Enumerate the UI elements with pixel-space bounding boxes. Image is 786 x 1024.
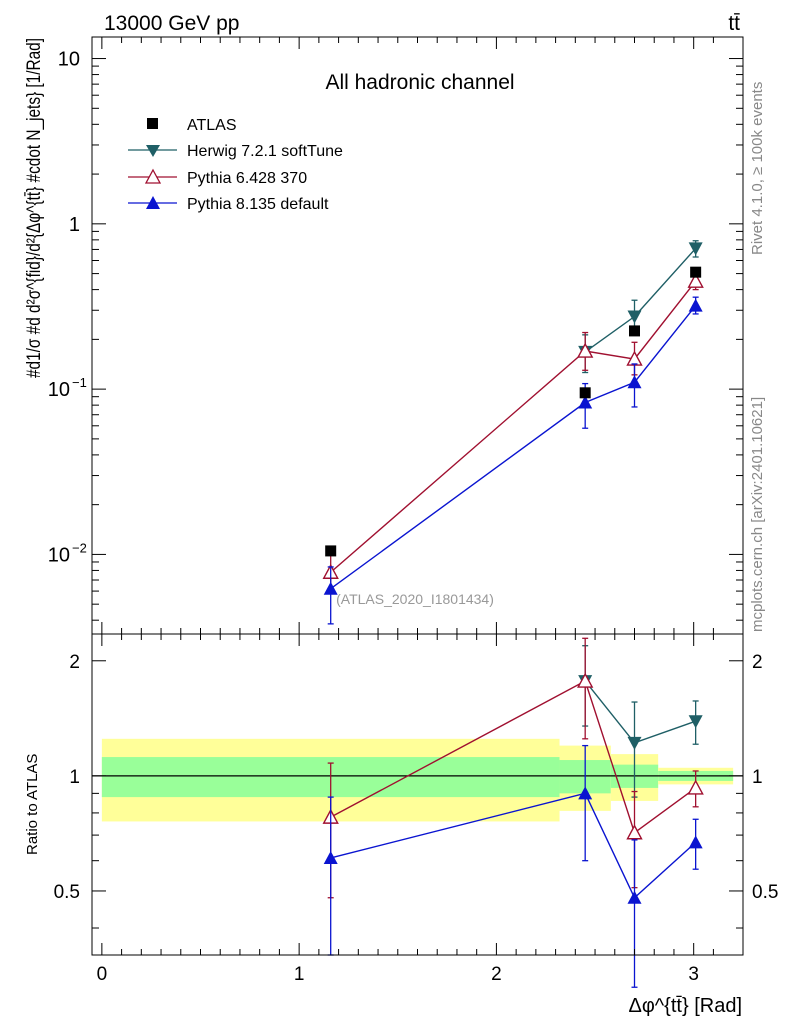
legend: ATLAS Herwig 7.2.1 softTune Pythia 6.428… xyxy=(128,117,343,213)
y-axis-title-text: #d1/σ #d d²σ^{fid}/d²{Δφ^{tt̄} #cdot N_j… xyxy=(24,38,45,378)
rivet-label: Rivet 4.1.0, ≥ 100k events xyxy=(749,82,766,255)
x-tick-label-3: 3 xyxy=(688,964,699,985)
mcplots-label: mcplots.cern.ch [arXiv:2401.10621] xyxy=(749,397,766,632)
main-point-1-3 xyxy=(687,272,704,288)
x-tick-label-1: 1 xyxy=(294,964,305,985)
main-point-0-3 xyxy=(688,242,703,256)
y-tick-label-main-1: 1 xyxy=(69,214,80,236)
data-point-0 xyxy=(325,545,337,557)
ratio-point-0-3 xyxy=(688,715,703,729)
ratio-point-1-1 xyxy=(577,672,594,688)
analysis-label: (ATLAS_2020_I1801434) xyxy=(336,591,494,607)
ratio-point-0-2 xyxy=(627,736,642,750)
y-tick-label-main-0: 10 xyxy=(58,49,80,71)
main-point-2-1 xyxy=(578,395,593,409)
data-point-2 xyxy=(629,325,640,337)
x-axis-title: Δφ^{tt̄} [Rad] xyxy=(628,995,742,1017)
ratio-point-2-0 xyxy=(323,850,338,864)
y-tick-label-ratio-right-1: 1 xyxy=(752,767,763,788)
ratio-point-1-3 xyxy=(687,779,704,795)
x-tick-label-0: 0 xyxy=(97,964,108,985)
y-tick-label-ratio-1: 1 xyxy=(69,767,80,788)
chart-title: All hadronic channel xyxy=(325,71,514,94)
main-line-1 xyxy=(330,280,697,573)
legend-label-pythia6: Pythia 6.428 370 xyxy=(187,170,307,187)
ratio-point-2-2 xyxy=(627,890,642,904)
ratio-point-2-3 xyxy=(688,835,703,849)
main-point-1-1 xyxy=(577,342,594,358)
y-tick-label-ratio-right-0: 0.5 xyxy=(752,882,778,903)
main-point-2-2 xyxy=(627,375,642,389)
y-tick-label-main-exp-2: −1 xyxy=(72,375,87,390)
y-tick-label-ratio-right-2: 2 xyxy=(752,652,763,673)
main-line-2 xyxy=(330,305,697,590)
y-axis-title-main: #d1/σ #d d²σ^{fid}/d²{Δφ^{tt̄} #cdot N_j… xyxy=(24,38,45,378)
legend-marker-pythia8 xyxy=(146,196,160,209)
legend-marker-data xyxy=(147,118,158,129)
ratio-line-2 xyxy=(330,792,697,899)
legend-marker-herwig xyxy=(146,145,160,157)
legend-label-herwig: Herwig 7.2.1 softTune xyxy=(187,143,343,160)
y-tick-label-ratio-2: 2 xyxy=(69,652,80,673)
x-tick-label-2: 2 xyxy=(491,964,502,985)
main-point-0-2 xyxy=(627,310,642,324)
energy-label: 13000 GeV pp xyxy=(104,12,239,35)
y-axis-title-ratio: Ratio to ATLAS xyxy=(24,754,41,855)
data-point-1 xyxy=(579,387,591,399)
legend-marker-pythia6 xyxy=(144,168,162,184)
main-point-2-0 xyxy=(323,581,338,595)
y-tick-label-ratio-0: 0.5 xyxy=(54,882,80,903)
y-tick-label-main-2: 10 xyxy=(48,379,70,401)
y-tick-label-main-3: 10 xyxy=(48,544,70,566)
process-label: tt̄ xyxy=(728,12,740,35)
y-tick-label-main-exp-3: −2 xyxy=(72,540,87,555)
ratio-point-2-1 xyxy=(578,786,593,800)
data-point-3 xyxy=(690,266,702,278)
ratio-line-1 xyxy=(330,680,697,834)
main-line-0 xyxy=(584,247,697,353)
ratio-point-1-2 xyxy=(626,824,643,840)
legend-label-data: ATLAS xyxy=(187,117,237,134)
legend-label-pythia8: Pythia 8.135 default xyxy=(187,196,329,213)
main-point-2-3 xyxy=(688,298,703,312)
